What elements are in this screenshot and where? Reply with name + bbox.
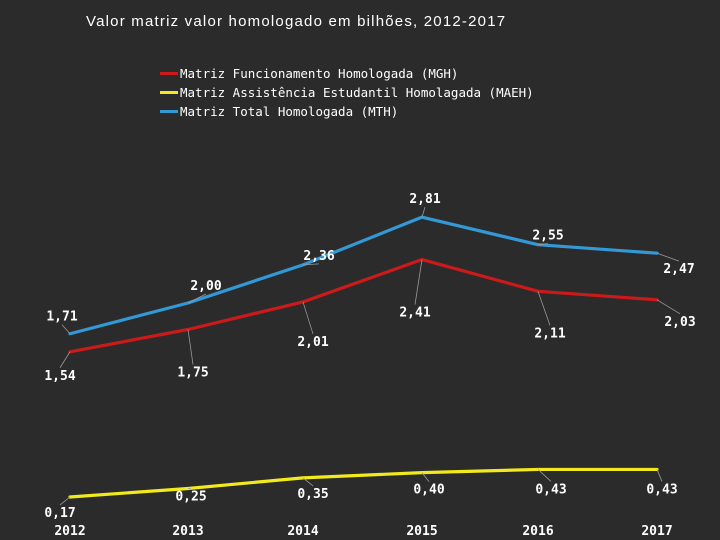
x-tick-label-2017: 2017 <box>641 524 672 539</box>
data-label-mgh-2014: 2,01 <box>297 335 328 350</box>
data-label-maeh-2014: 0,35 <box>297 487 328 502</box>
data-label-mgh-2012: 1,54 <box>44 369 75 384</box>
data-label-mgh-2016: 2,11 <box>534 326 565 341</box>
data-label-mgh-2013: 1,75 <box>177 366 208 381</box>
x-tick-label-2015: 2015 <box>406 524 437 539</box>
data-label-mth-2012: 1,71 <box>46 310 77 325</box>
legend-item-mth: Matriz Total Homologada (MTH) <box>160 102 534 121</box>
data-label-maeh-2017: 0,43 <box>646 482 677 497</box>
leader-line-mth-2013 <box>187 293 207 304</box>
data-label-mth-2017: 2,47 <box>663 262 694 277</box>
legend-label-maeh: Matriz Assistência Estudantil Homolagada… <box>180 85 534 100</box>
leader-line-mgh-2015 <box>414 259 423 305</box>
leader-line-mgh-2016 <box>537 291 551 326</box>
x-tick-label-2016: 2016 <box>522 524 553 539</box>
x-tick-label-2013: 2013 <box>172 524 203 539</box>
legend-label-mgh: Matriz Funcionamento Homologada (MGH) <box>180 66 459 81</box>
legend: Matriz Funcionamento Homologada (MGH) Ma… <box>160 64 534 121</box>
legend-label-mth: Matriz Total Homologada (MTH) <box>180 104 399 119</box>
leader-line-mth-2017 <box>656 252 680 262</box>
data-label-mgh-2017: 2,03 <box>664 315 695 330</box>
leader-line-mth-2015 <box>421 207 426 218</box>
series-line-maeh <box>68 467 659 499</box>
leader-line-maeh-2017 <box>656 469 663 482</box>
leader-line-maeh-2016 <box>537 469 552 482</box>
series-line-mth <box>68 215 659 336</box>
data-label-mth-2013: 2,00 <box>190 279 221 294</box>
data-label-maeh-2015: 0,40 <box>413 483 444 498</box>
x-tick-label-2012: 2012 <box>54 524 85 539</box>
leader-line-mgh-2014 <box>302 301 314 335</box>
leader-line-mgh-2012 <box>59 351 71 368</box>
legend-swatch-mgh <box>160 72 178 75</box>
leader-line-mth-2012 <box>61 324 71 335</box>
data-label-mgh-2015: 2,41 <box>399 306 430 321</box>
leader-line-maeh-2012 <box>59 496 71 506</box>
data-label-mth-2016: 2,55 <box>532 229 563 244</box>
leader-line-mth-2014 <box>302 263 320 266</box>
legend-swatch-maeh <box>160 91 178 94</box>
legend-item-mgh: Matriz Funcionamento Homologada (MGH) <box>160 64 534 83</box>
legend-swatch-mth <box>160 110 178 113</box>
data-label-mth-2015: 2,81 <box>409 192 440 207</box>
data-label-maeh-2013: 0,25 <box>175 490 206 505</box>
data-label-maeh-2012: 0,17 <box>44 506 75 521</box>
data-label-maeh-2016: 0,43 <box>535 482 566 497</box>
leader-line-mgh-2017 <box>656 299 681 315</box>
x-tick-label-2014: 2014 <box>287 524 318 539</box>
chart-title: Valor matriz valor homologado em bilhões… <box>86 13 507 30</box>
leader-line-mgh-2013 <box>187 329 194 365</box>
series-line-mgh <box>68 257 659 354</box>
legend-item-maeh: Matriz Assistência Estudantil Homolagada… <box>160 83 534 102</box>
leader-line-mth-2016 <box>537 243 549 246</box>
leader-line-maeh-2015 <box>421 472 430 482</box>
data-label-mth-2014: 2,36 <box>303 249 334 264</box>
leader-line-maeh-2014 <box>302 477 314 487</box>
